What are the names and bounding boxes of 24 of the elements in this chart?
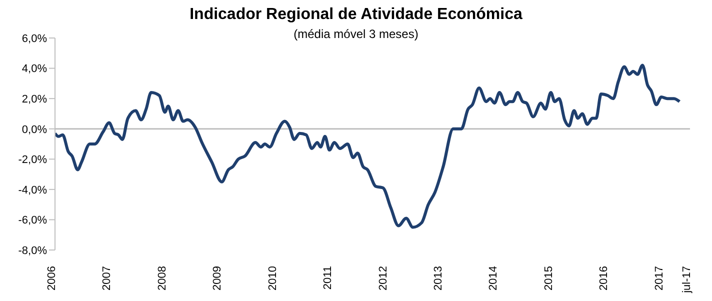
y-tick-label: -4,0%	[18, 184, 48, 196]
chart-title: Indicador Regional de Atividade Económica	[188, 6, 524, 24]
x-tick-label: 2012	[377, 266, 390, 290]
chart-subtitle: (média móvel 3 meses)	[294, 27, 418, 41]
x-tick-label: 2015	[542, 266, 555, 290]
y-tick-label: -6,0%	[18, 214, 48, 227]
x-tick-label: 2014	[488, 266, 500, 290]
x-tick-label: jul-17	[681, 266, 693, 294]
y-tick-label: 4,0%	[22, 63, 48, 76]
x-tick-label: 2013	[432, 266, 445, 290]
x-tick-label: 2008	[156, 266, 168, 290]
x-tick-label: 2010	[266, 266, 279, 290]
x-tick-label: 2017	[653, 266, 666, 290]
x-tick-label: 2006	[46, 266, 58, 290]
x-tick-label: 2016	[598, 266, 610, 290]
y-tick-label: 0,0%	[22, 124, 48, 136]
x-tick-label: 2011	[322, 266, 334, 290]
y-tick-label: -2,0%	[18, 154, 48, 166]
y-tick-label: -8,0%	[18, 244, 48, 257]
y-tick-label: 2,0%	[22, 93, 48, 106]
x-tick-label: 2009	[212, 266, 224, 290]
line-series	[55, 64, 682, 229]
y-tick-label: 6,0%	[22, 32, 48, 45]
x-tick-label: 2007	[101, 266, 114, 290]
